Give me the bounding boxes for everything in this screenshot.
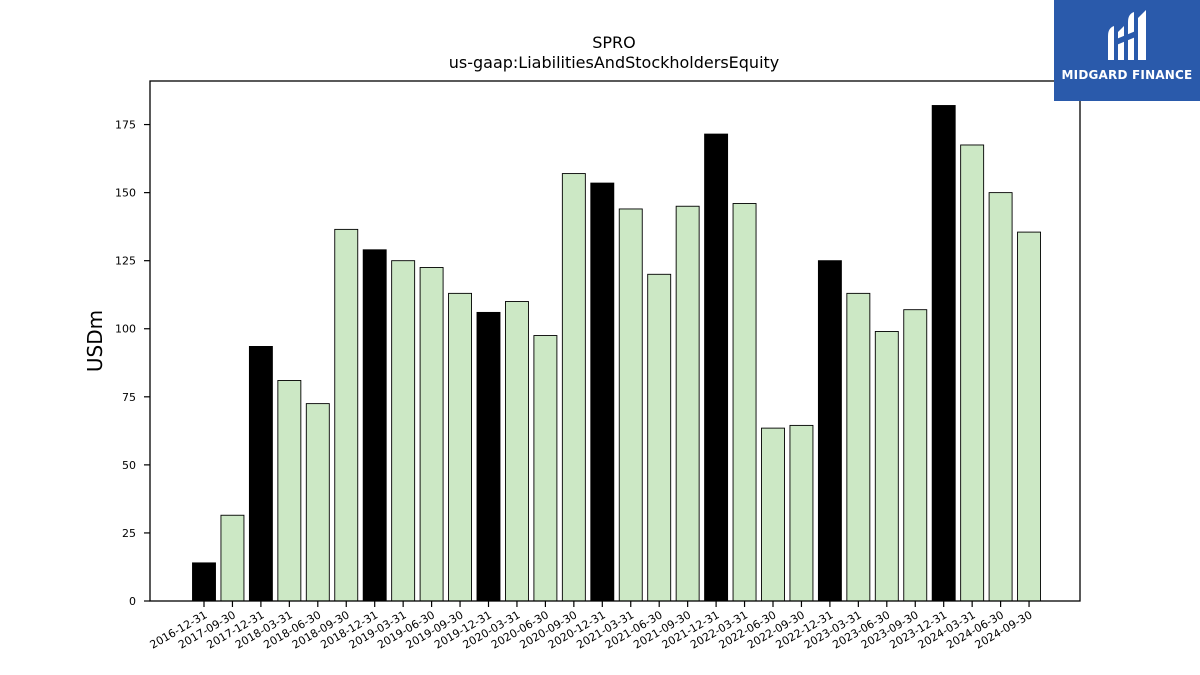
y-tick-label: 25 <box>122 527 136 540</box>
plot-frame <box>149 80 1081 602</box>
x-ticks-group: 2016-12-312017-09-302017-12-312018-03-31… <box>148 601 1035 652</box>
bar-2020-12-31 <box>590 182 615 602</box>
bar-2024-06-30 <box>988 192 1013 602</box>
bar-2024-03-31 <box>960 144 985 602</box>
bar-2019-03-31 <box>391 260 416 602</box>
midgard-finance-logo: MIDGARD FINANCE <box>1054 0 1200 101</box>
bar-2019-12-31 <box>476 311 501 602</box>
y-tick-label: 100 <box>115 323 136 336</box>
bar-2021-12-31 <box>704 133 729 602</box>
logo-text: MIDGARD FINANCE <box>1061 68 1193 82</box>
y-tick-label: 50 <box>122 459 136 472</box>
bar-2023-12-31 <box>931 105 956 602</box>
bar-2016-12-31 <box>192 562 216 602</box>
bar-2020-06-30 <box>533 335 558 602</box>
bar-2022-09-30 <box>789 424 814 602</box>
bar-2018-03-31 <box>277 380 302 602</box>
bar-2019-06-30 <box>419 267 444 602</box>
bar-2020-09-30 <box>561 173 586 602</box>
bar-2018-12-31 <box>362 249 387 602</box>
y-tick-label: 125 <box>115 255 136 268</box>
y-axis-label: USDm <box>83 310 107 372</box>
bar-2023-03-31 <box>846 292 871 602</box>
bar-2023-09-30 <box>903 309 928 602</box>
bar-2022-06-30 <box>761 427 785 602</box>
bar-2019-09-30 <box>448 292 472 602</box>
bar-2021-03-31 <box>618 208 643 602</box>
y-tick-label: 150 <box>115 187 136 200</box>
bar-2018-06-30 <box>305 403 330 602</box>
bars-group <box>192 105 1041 602</box>
bar-2022-03-31 <box>732 203 757 602</box>
bar-2021-06-30 <box>647 273 672 602</box>
y-tick-label: 0 <box>129 595 136 608</box>
bar-2023-06-30 <box>874 331 899 602</box>
bar-2022-12-31 <box>817 260 842 602</box>
y-ticks-group: 0 25 50 75 100 125 150 175 <box>115 119 150 608</box>
bar-2024-09-30 <box>1017 231 1041 602</box>
y-tick-label: 175 <box>115 119 136 132</box>
bar-2018-09-30 <box>334 228 359 602</box>
y-tick-label: 75 <box>122 391 136 404</box>
bar-2017-09-30 <box>220 514 245 602</box>
bar-2021-09-30 <box>675 205 700 602</box>
bar-2017-12-31 <box>248 346 273 602</box>
bar-2020-03-31 <box>505 301 529 602</box>
chart-title: SPRO <box>592 33 636 52</box>
midgard-logo-icon <box>1108 10 1146 60</box>
chart-subtitle: us-gaap:LiabilitiesAndStockholdersEquity <box>449 53 780 72</box>
